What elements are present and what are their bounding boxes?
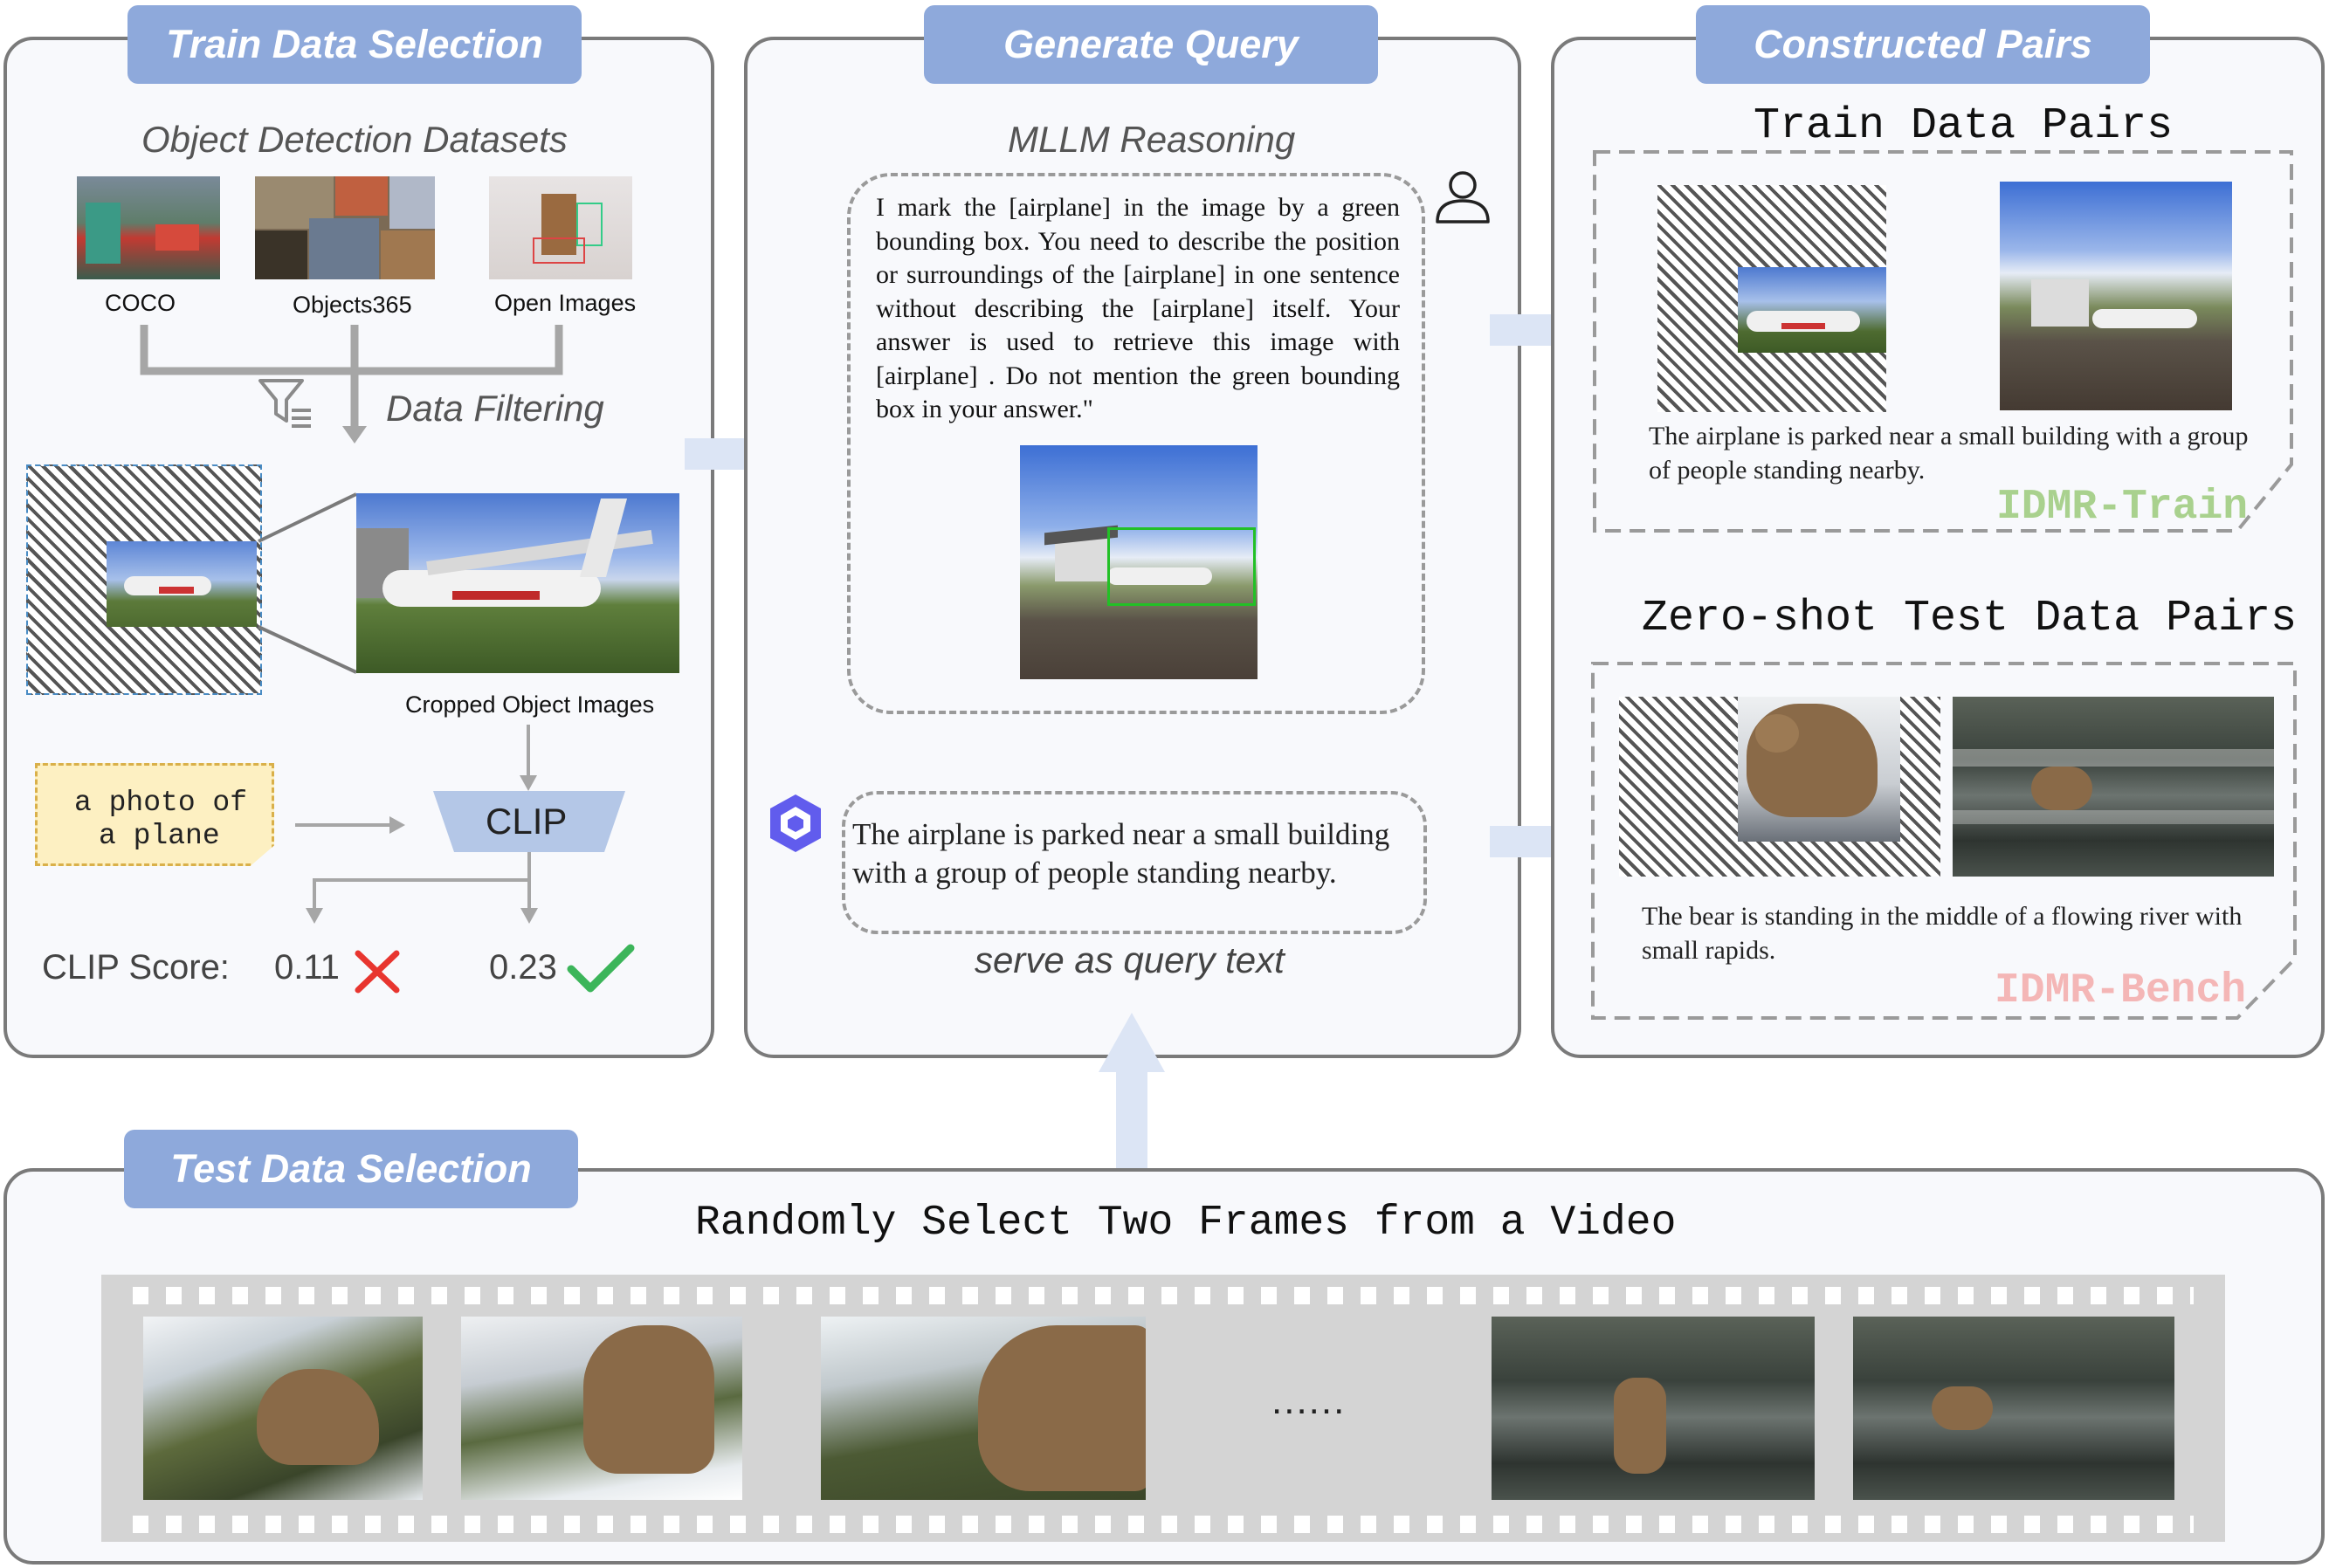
crop-to-clip-arrow: [520, 725, 537, 791]
film-perforations-top: [133, 1287, 2194, 1304]
frames-ellipsis: ......: [1271, 1379, 1347, 1422]
test-pairs-heading: Zero-shot Test Data Pairs: [1642, 594, 2298, 643]
dataset-label-objects365: Objects365: [293, 292, 412, 318]
train-cropped-object: [1738, 267, 1886, 353]
text-prompt-line2: a plane: [99, 820, 220, 852]
prompt-bubble: [847, 173, 1425, 714]
datasets-heading: Object Detection Datasets: [141, 119, 568, 160]
train-full-image: [2000, 182, 2232, 410]
test-cropped-bear: [1738, 697, 1900, 842]
cropped-label: Cropped Object Images: [405, 691, 655, 718]
answer-text: The airplane is parked near a small buil…: [852, 817, 1390, 890]
idmr-bench-tag: IDMR-Bench: [1995, 967, 2247, 1014]
arrow-frames-to-query: [1099, 1013, 1165, 1187]
zoom-lines: [258, 492, 357, 674]
mllm-heading: MLLM Reasoning: [1008, 119, 1296, 160]
cropped-region: [107, 541, 257, 627]
score-bad-value: 0.11: [274, 948, 340, 987]
video-frame-3: [821, 1317, 1146, 1500]
generate-query-tab: Generate Query: [924, 5, 1378, 84]
clip-output-connector: [306, 852, 538, 924]
constructed-pairs-tab: Constructed Pairs: [1696, 5, 2150, 84]
clip-encoder-block: [433, 791, 625, 852]
qwen-logo-icon: [770, 794, 821, 852]
idmr-train-tag: IDMR-Train: [1996, 484, 2249, 531]
answer-bubble: [842, 791, 1427, 934]
dataset-label-coco: COCO: [105, 290, 176, 316]
person-icon: [1436, 171, 1490, 224]
film-perforations-bottom: [133, 1516, 2194, 1533]
test-selection-tab: Test Data Selection: [124, 1130, 578, 1208]
train-pair-caption: The airplane is parked near a small buil…: [1649, 422, 2249, 485]
dataset-label-openimages: Open Images: [494, 290, 637, 316]
test-full-image: [1953, 697, 2274, 877]
cross-icon: [355, 950, 400, 994]
merge-connector: [140, 325, 563, 444]
green-bounding-box: [1107, 527, 1256, 606]
score-label: CLIP Score:: [42, 948, 230, 987]
train-selection-tab: Train Data Selection: [127, 5, 582, 84]
test-selection-heading: Randomly Select Two Frames from a Video: [695, 1200, 1677, 1247]
query-caption: serve as query text: [975, 939, 1285, 980]
train-pairs-frame: [1593, 150, 2293, 533]
text-prompt-line1: a photo of: [74, 787, 248, 819]
objects365-thumbnail: [255, 176, 435, 279]
funnel-filter-icon: [258, 379, 311, 428]
cropped-airplane-image: [356, 493, 679, 673]
coco-thumbnail: [77, 176, 220, 279]
test-pair-caption: The bear is standing in the middle of a …: [1642, 902, 2243, 965]
text-prompt-note: a photo of a plane: [35, 763, 274, 866]
score-good-value: 0.23: [489, 948, 557, 987]
prompt-text: I mark the [airplane] in the image by a …: [876, 193, 1400, 423]
text-to-clip-arrow: [295, 816, 405, 834]
video-frame-2: [461, 1317, 742, 1500]
train-pairs-heading: Train Data Pairs: [1754, 101, 2174, 151]
video-frame-5: [1853, 1317, 2174, 1500]
openimages-thumbnail: [489, 176, 632, 279]
filtering-label: Data Filtering: [386, 388, 604, 429]
check-icon: [567, 944, 635, 993]
airplane-with-bbox-image: [1020, 445, 1258, 679]
clip-label: CLIP: [486, 801, 568, 842]
test-pairs-frame: [1591, 662, 2297, 1020]
video-frame-4: [1492, 1317, 1815, 1500]
video-frame-1: [143, 1317, 423, 1500]
